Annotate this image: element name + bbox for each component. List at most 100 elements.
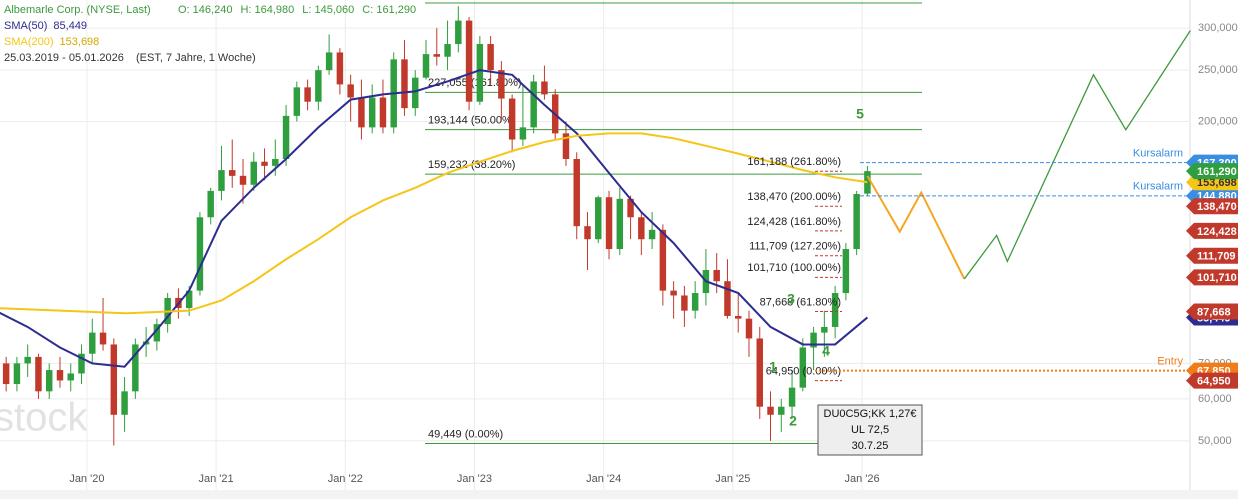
y-tick-label: 200,000 (1198, 115, 1238, 127)
price-badge-label: 64,950 (1197, 376, 1231, 388)
candle-body (691, 293, 699, 311)
price-badge-label: 161,290 (1197, 166, 1237, 178)
candle-body (487, 44, 494, 71)
candle-body (261, 161, 268, 166)
note-text: UL 72,5 (851, 424, 889, 436)
x-tick-label: Jan '21 (199, 473, 234, 485)
fib-label: 49,449 (0.00%) (428, 428, 503, 440)
wave-label: 5 (856, 106, 864, 122)
x-tick-label: Jan '20 (69, 473, 104, 485)
wave-label: 4 (822, 343, 830, 359)
quote-value: C: 161,290 (362, 4, 416, 16)
candle-body (821, 326, 828, 333)
legend-name: SMA(50) (4, 20, 47, 32)
candle-body (185, 290, 193, 309)
candle-body (412, 77, 419, 109)
quote-value: L: 145,060 (302, 4, 354, 16)
projection-line (963, 30, 1191, 280)
legend-value: 153,698 (60, 36, 100, 48)
candle-body (541, 81, 548, 95)
candle-body (153, 324, 161, 342)
ext-label: 64,950 (0.00%) (766, 366, 841, 378)
x-tick-label: Jan '22 (328, 473, 363, 485)
wave-label: 2 (789, 413, 797, 429)
candle-body (799, 347, 807, 388)
candle-body (325, 52, 333, 71)
price-badge (1186, 222, 1238, 239)
candle-body (681, 295, 688, 311)
candle-body (304, 87, 311, 102)
candle-body (508, 98, 516, 140)
y-tick-label: 250,000 (1198, 64, 1238, 76)
candle-body (444, 44, 451, 57)
legend-name: SMA(200) (4, 36, 54, 48)
candle-body (250, 161, 257, 185)
candle-body (293, 87, 301, 116)
candle-body (659, 229, 667, 291)
candle-body (864, 171, 871, 194)
candle-body (196, 217, 204, 291)
candle-body (56, 370, 64, 381)
entry-label: Entry (1157, 355, 1183, 367)
x-tick-label: Jan '26 (844, 473, 879, 485)
candle-body (595, 197, 602, 240)
candle-body (756, 338, 763, 407)
y-tick-label: 50,000 (1198, 435, 1232, 447)
candle-body (519, 127, 527, 140)
ext-label: 124,428 (161.80%) (747, 216, 841, 228)
price-badge (1186, 247, 1238, 264)
sma-line (0, 132, 868, 315)
candle-body (368, 97, 376, 128)
axis-band (0, 490, 1238, 499)
projection-line (866, 175, 966, 280)
watermark: stock (0, 396, 88, 440)
ext-label: 138,470 (200.00%) (747, 191, 841, 203)
note-text: DU0C5G;KK 1,27€ (824, 408, 917, 420)
ext-label: 111,709 (127.20%) (749, 241, 841, 253)
candle-body (110, 344, 118, 415)
quote-value: H: 164,980 (240, 4, 294, 16)
sma-line (0, 69, 869, 368)
price-badge-label: 111,709 (1197, 251, 1236, 263)
candle-body (218, 170, 225, 191)
chart-title: Albemarle Corp. (NYSE, Last) (4, 4, 151, 16)
candle-body (831, 293, 839, 327)
candle-body (616, 198, 624, 250)
candle-body (433, 54, 441, 57)
ext-label: 161,188 (261.80%) (747, 156, 841, 168)
candle-body (13, 363, 21, 385)
candle-body (401, 59, 408, 109)
candle-body (476, 44, 484, 102)
candle-body (573, 158, 580, 227)
candle-body (713, 269, 720, 282)
candle-body (498, 70, 505, 99)
ext-label: 101,710 (100.00%) (747, 262, 841, 274)
candle-body (282, 115, 290, 159)
price-badge (1186, 269, 1238, 286)
candle-body (379, 97, 387, 128)
candle-body (455, 20, 462, 45)
candle-body (89, 332, 96, 354)
candle-body (745, 318, 753, 339)
candle-body (358, 97, 365, 128)
candle-body (627, 198, 634, 218)
candle-body (562, 133, 570, 159)
candle-body (734, 315, 742, 319)
price-badge-label: 153,698 (1197, 177, 1237, 189)
price-badge (1186, 303, 1238, 320)
candle-body (422, 54, 430, 78)
price-badge-label: 138,470 (1197, 201, 1237, 213)
candle-body (336, 52, 344, 85)
candle-body (99, 332, 107, 345)
candle-body (605, 197, 613, 250)
candle-body (207, 190, 214, 218)
candle-body (767, 406, 774, 415)
ext-label: 87,668 (61.80%) (760, 296, 841, 308)
candle-body (465, 20, 473, 102)
fib-label: 193,144 (50.00%) (428, 114, 515, 126)
price-badge (1186, 198, 1238, 215)
y-tick-label: 60,000 (1198, 393, 1232, 405)
price-badge-label: 87,668 (1197, 306, 1231, 318)
candle-body (788, 387, 796, 407)
